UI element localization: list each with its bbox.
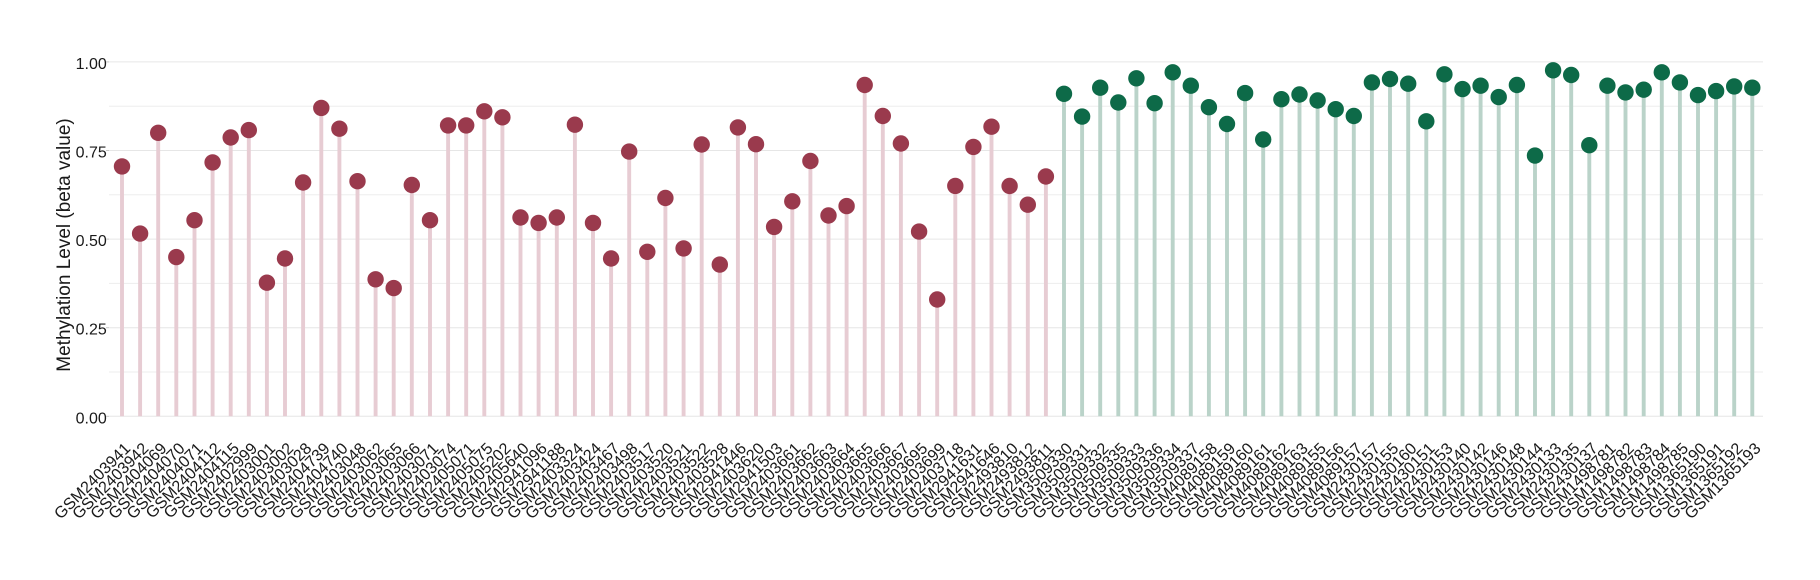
svg-text:0.50: 0.50 — [76, 233, 107, 250]
svg-text:1.00: 1.00 — [76, 56, 107, 73]
svg-text:0.25: 0.25 — [76, 322, 107, 339]
svg-text:0.75: 0.75 — [76, 145, 107, 162]
svg-text:0.00: 0.00 — [76, 410, 107, 427]
svg-text:Methylation Level (beta value): Methylation Level (beta value) — [54, 118, 75, 371]
